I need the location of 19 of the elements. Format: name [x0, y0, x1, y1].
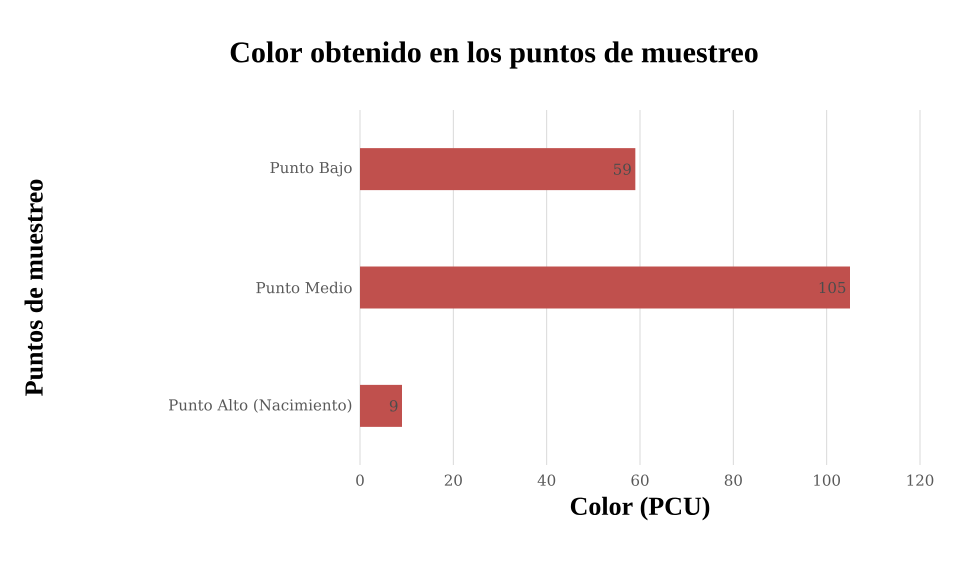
bar: [360, 148, 636, 190]
bar: [360, 384, 402, 427]
y-axis-title: Puntos de muestreo: [24, 180, 43, 396]
bar: [360, 266, 850, 309]
x-tick-label: 40: [538, 474, 556, 486]
data-label: 59: [614, 164, 631, 175]
x-tick-label: 20: [444, 474, 462, 486]
x-tick-label: 0: [356, 474, 364, 486]
x-tick-label: 80: [724, 474, 742, 486]
x-tick-label: 60: [631, 474, 649, 486]
data-label: 105: [820, 282, 846, 294]
x-tick-label: 120: [908, 474, 934, 486]
x-tick-label: 100: [814, 474, 840, 486]
y-tick-label: Punto Medio: [256, 282, 352, 294]
y-tick-label: Punto Bajo: [270, 162, 352, 176]
x-axis-title: Color (PCU): [570, 496, 710, 520]
data-label: 9: [390, 400, 398, 412]
y-tick-label: Punto Alto (Nacimiento): [169, 398, 352, 413]
chart-title: Color obtenido en los puntos de muestreo: [230, 41, 758, 69]
